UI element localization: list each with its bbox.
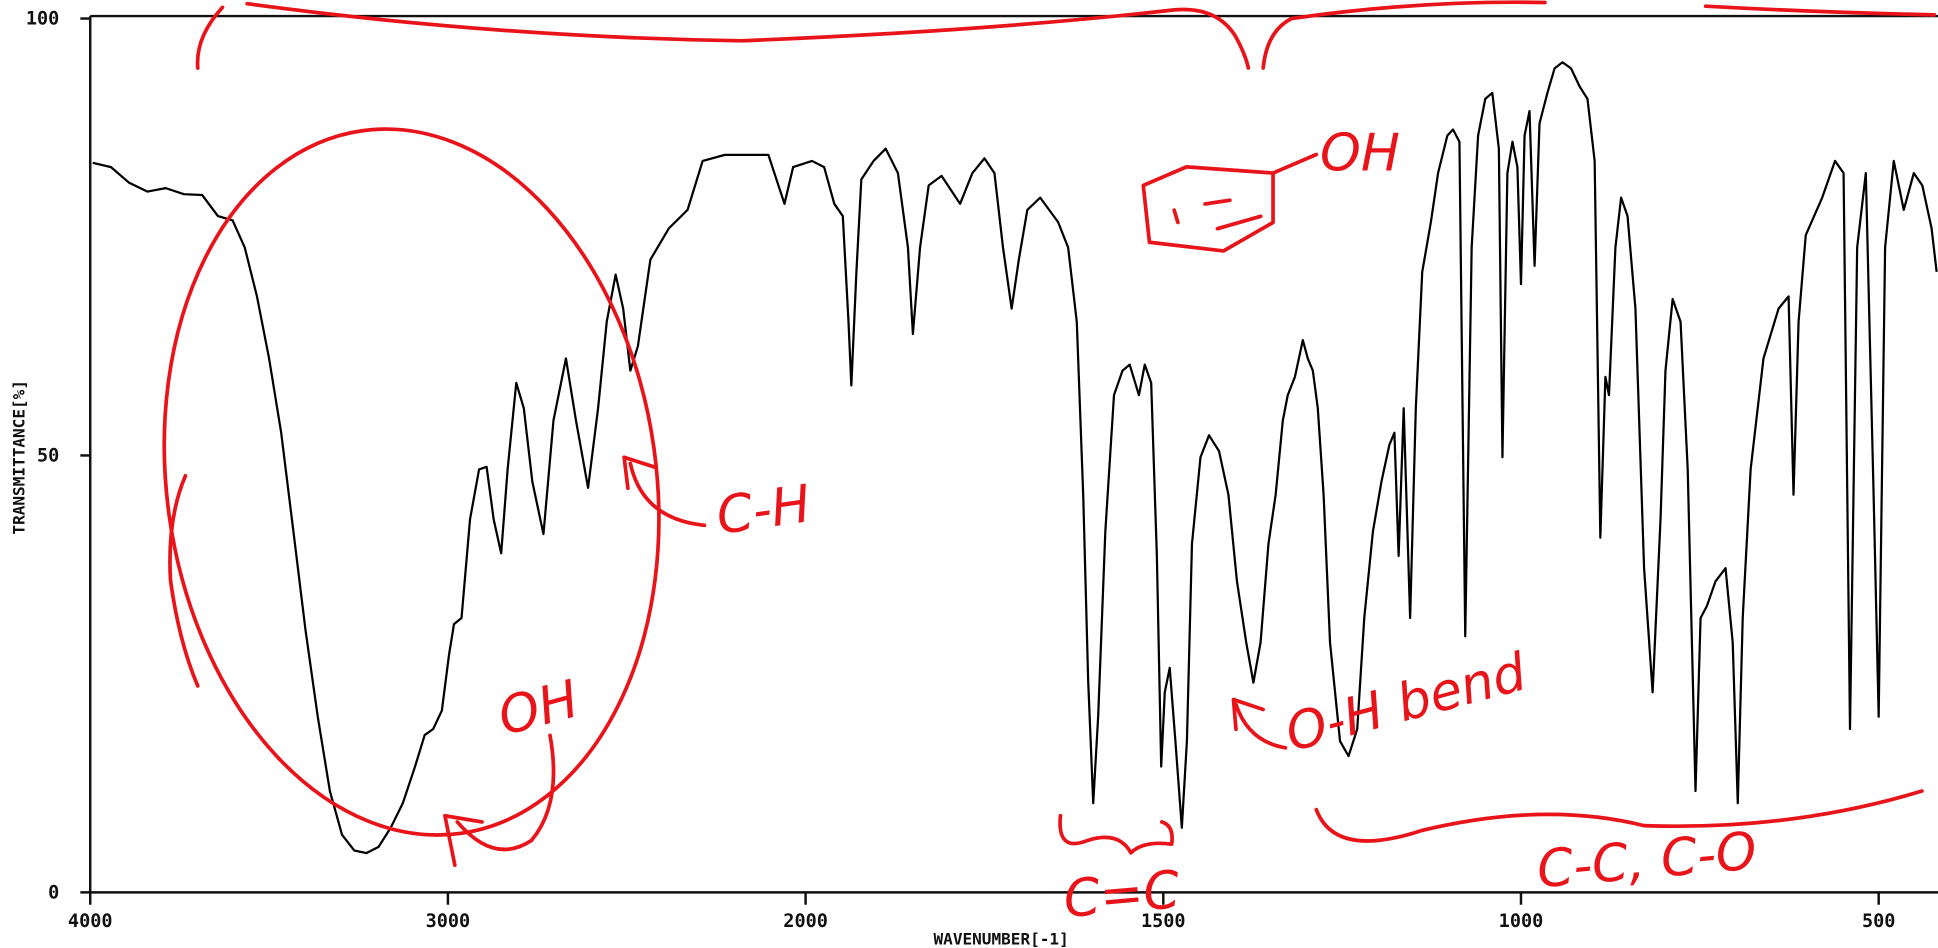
brace-mark [1058, 813, 1174, 855]
x-axis-title: WAVENUMBER[-1] [934, 929, 1069, 948]
brace-mark [1314, 789, 1924, 843]
annotation: C-H [713, 474, 814, 547]
arrow-mark [622, 455, 707, 528]
annotation: OH [1320, 124, 1400, 184]
x-tick-label: 4000 [68, 911, 113, 932]
x-tick-label: 1000 [1499, 911, 1544, 932]
x-tick-label: 2000 [783, 911, 828, 932]
spectrum-line [92, 61, 1938, 855]
x-tick-label: 3000 [426, 911, 471, 932]
annotation: OH [492, 669, 585, 748]
arrow-mark [443, 733, 556, 868]
arrow-mark [1231, 697, 1288, 750]
bracket-mark [168, 474, 200, 688]
x-tick-label: 500 [1862, 911, 1895, 932]
y-tick-label: 100 [26, 9, 59, 30]
annotation: O-H bend [1279, 642, 1533, 764]
y-tick-label: 50 [37, 446, 59, 467]
benzene-sketch [1141, 152, 1319, 253]
x-tick-label: 1500 [1141, 911, 1186, 932]
y-tick-label: 0 [48, 883, 59, 904]
annotation: C-C, C-O [1535, 821, 1759, 900]
brace-mark [1261, 0, 1937, 70]
annotation: C=C [1061, 860, 1183, 930]
circle-mark [162, 127, 661, 837]
y-axis-title: TRANSMITTANCE[%] [10, 380, 29, 535]
brace-mark [195, 1, 1251, 70]
